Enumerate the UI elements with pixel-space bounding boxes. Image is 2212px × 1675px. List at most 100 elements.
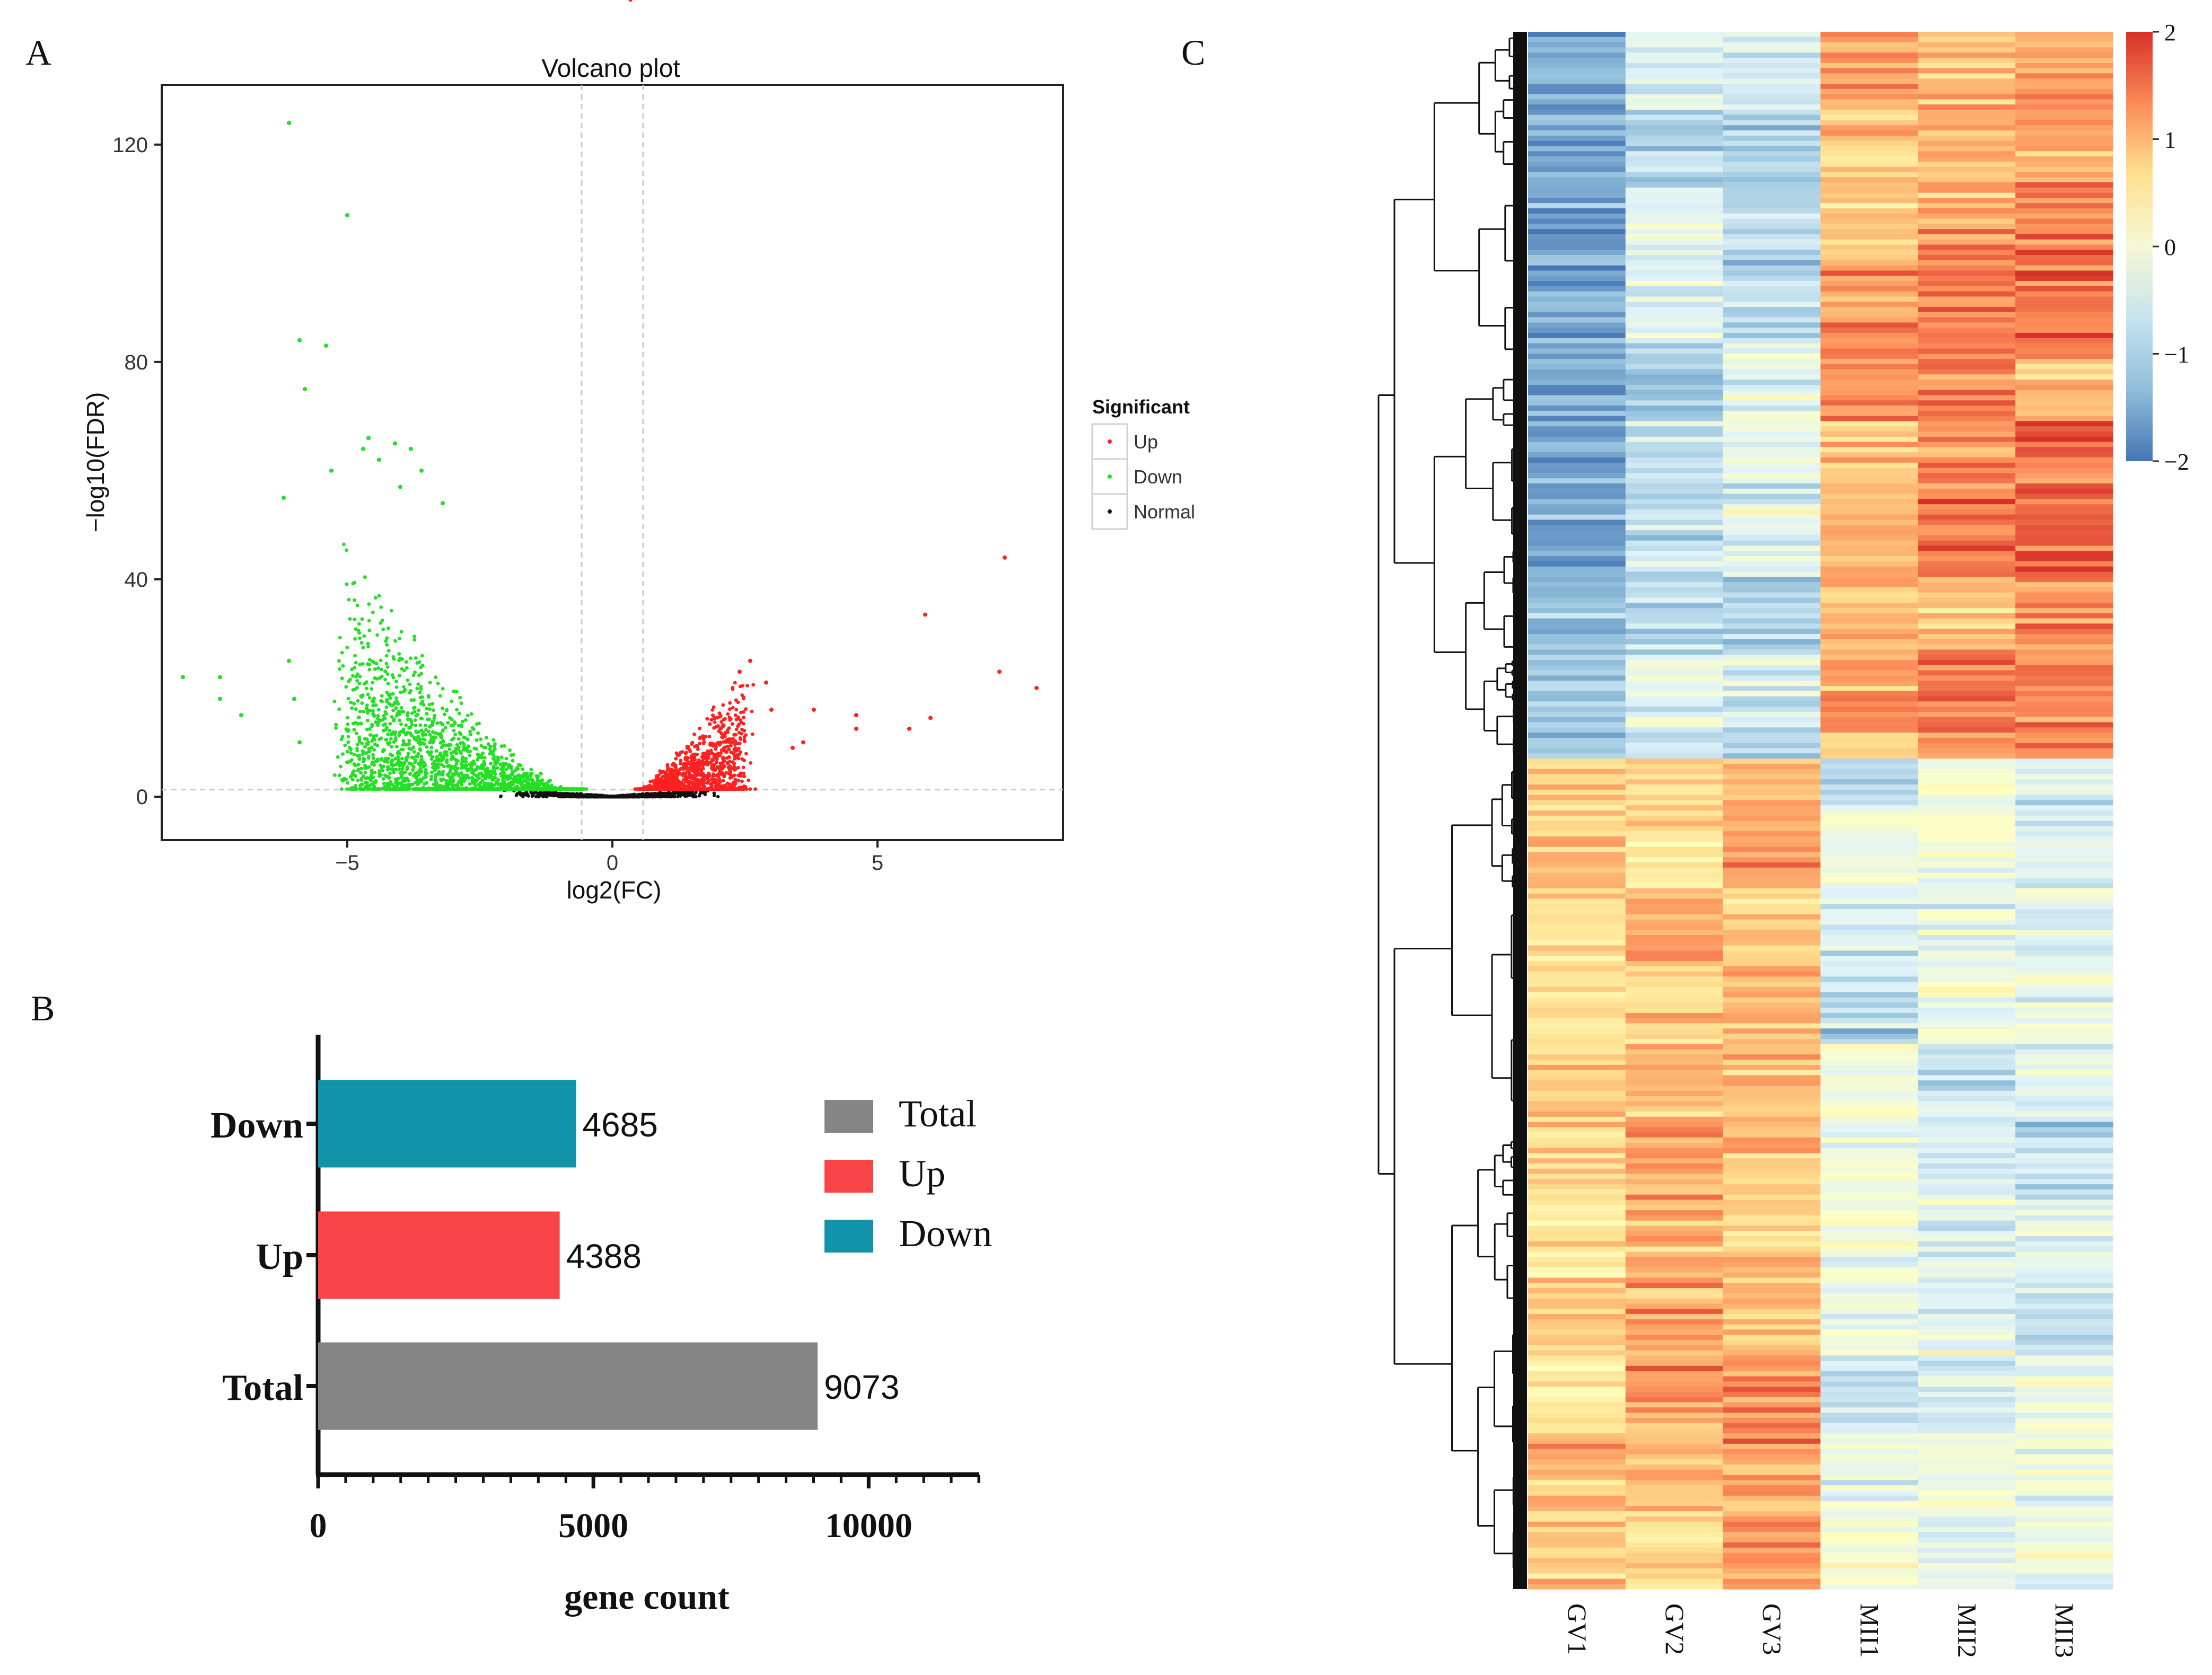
down-point (428, 725, 432, 729)
down-point (393, 738, 398, 742)
down-point (429, 745, 434, 750)
down-outlier-point (441, 501, 445, 506)
down-point (455, 708, 459, 712)
up-point (731, 760, 735, 764)
up-point (695, 770, 699, 774)
up-point (719, 731, 724, 736)
down-point (454, 769, 458, 773)
down-outlier-point (393, 441, 397, 446)
down-point (531, 779, 535, 783)
down-point (441, 739, 445, 743)
up-point (685, 765, 689, 770)
down-point (493, 747, 497, 751)
normal-point (575, 795, 578, 798)
down-point (360, 782, 364, 787)
down-point (482, 760, 486, 764)
down-point (407, 739, 411, 743)
volcano-x-tick-label: −5 (335, 851, 359, 875)
down-point (406, 678, 410, 682)
up-point (724, 787, 728, 791)
down-point (355, 754, 359, 758)
down-point (457, 737, 461, 741)
down-point (347, 597, 351, 602)
down-point (384, 662, 389, 666)
down-point (401, 747, 405, 752)
up-point (660, 770, 664, 774)
down-point (424, 775, 428, 779)
down-point (389, 759, 393, 763)
down-point (455, 782, 460, 787)
down-point (357, 737, 362, 742)
down-point (341, 752, 345, 756)
up-point (717, 729, 721, 733)
up-point (707, 774, 711, 778)
down-point (407, 746, 411, 751)
down-point (400, 770, 404, 774)
down-point (412, 750, 416, 754)
down-point (512, 787, 516, 791)
normal-point (669, 793, 673, 797)
down-point (365, 703, 369, 707)
down-point (360, 701, 364, 705)
up-point (679, 759, 683, 763)
down-point (358, 786, 362, 790)
down-point (395, 699, 399, 703)
down-point (408, 682, 412, 686)
up-point (664, 770, 668, 774)
down-point (334, 722, 338, 727)
up-point (703, 778, 707, 782)
down-point (346, 716, 350, 720)
down-point (496, 787, 501, 791)
up-point (734, 698, 738, 702)
normal-point (650, 795, 654, 799)
up-point (728, 738, 733, 743)
up-point (742, 695, 745, 699)
down-point (549, 787, 554, 791)
up-point (723, 784, 727, 788)
up-point (726, 712, 730, 716)
panel-c-label: C (1181, 32, 1205, 73)
down-point (521, 773, 525, 778)
down-point (418, 695, 423, 700)
normal-point (550, 791, 554, 795)
down-point (489, 769, 494, 773)
volcano-legend-title: Significant (1092, 396, 1190, 418)
up-point (681, 762, 686, 766)
down-outlier-point (287, 120, 291, 125)
up-point (709, 782, 713, 786)
down-point (416, 735, 420, 738)
normal-point (678, 792, 681, 797)
down-point (538, 787, 542, 791)
down-point (468, 762, 472, 766)
down-point (366, 692, 370, 697)
up-point (739, 737, 743, 741)
down-point (459, 777, 463, 780)
down-point (371, 756, 375, 760)
down-point (396, 757, 400, 761)
down-point (333, 773, 337, 777)
down-point (480, 774, 485, 778)
down-point (381, 628, 385, 631)
down-point (459, 751, 463, 755)
down-point (339, 764, 343, 769)
up-point (718, 787, 723, 791)
up-point (692, 753, 697, 757)
up-point (751, 683, 756, 687)
up-point (683, 775, 688, 779)
down-point (340, 650, 344, 655)
up-point (738, 786, 742, 790)
up-point (734, 708, 739, 712)
down-point (441, 757, 445, 761)
down-point (390, 767, 393, 771)
down-outlier-point (361, 446, 365, 451)
down-point (385, 665, 390, 669)
down-point (514, 768, 518, 772)
legend-label-down: Down (1134, 466, 1182, 488)
down-outlier-point (345, 213, 349, 218)
down-point (380, 667, 383, 672)
down-point (489, 782, 494, 786)
down-point (360, 617, 364, 621)
up-point (750, 709, 754, 713)
down-point (406, 752, 410, 756)
